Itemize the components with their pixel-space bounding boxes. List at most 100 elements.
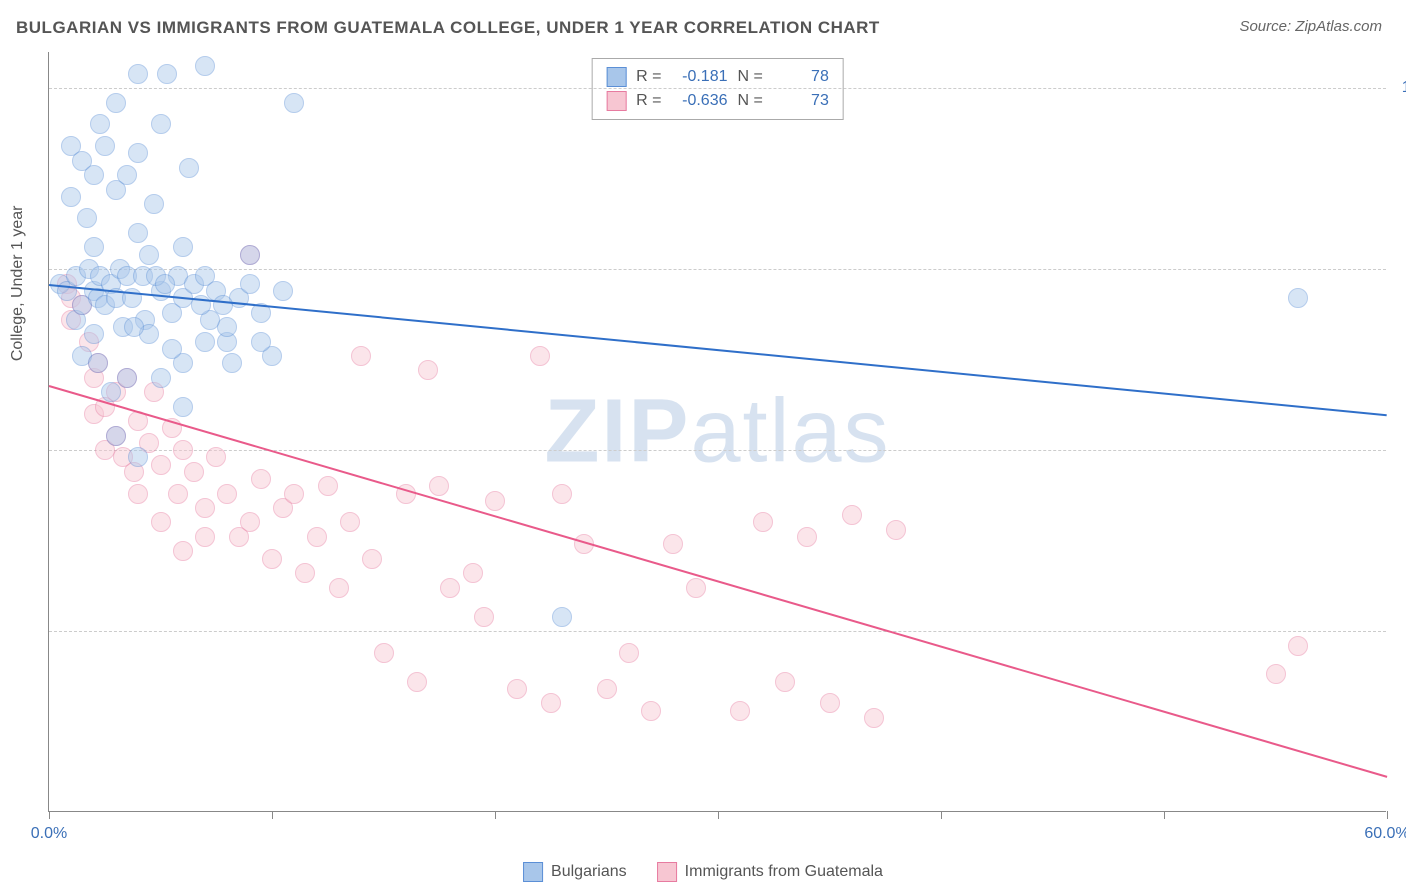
data-point bbox=[151, 368, 171, 388]
data-point bbox=[139, 245, 159, 265]
data-point bbox=[95, 136, 115, 156]
data-point bbox=[84, 237, 104, 257]
y-axis-label: College, Under 1 year bbox=[9, 206, 27, 362]
data-point bbox=[1266, 664, 1286, 684]
data-point bbox=[222, 353, 242, 373]
swatch-series-b bbox=[657, 862, 677, 882]
r-label: R = bbox=[636, 89, 661, 113]
data-point bbox=[351, 346, 371, 366]
swatch-series-a bbox=[606, 67, 626, 87]
data-point bbox=[240, 245, 260, 265]
series-legend: Bulgarians Immigrants from Guatemala bbox=[523, 862, 883, 882]
data-point bbox=[552, 607, 572, 627]
data-point bbox=[474, 607, 494, 627]
n-label: N = bbox=[738, 65, 763, 89]
data-point bbox=[886, 520, 906, 540]
source-attribution: Source: ZipAtlas.com bbox=[1239, 18, 1382, 35]
data-point bbox=[307, 527, 327, 547]
gridline bbox=[49, 631, 1386, 632]
x-tick bbox=[49, 811, 50, 819]
data-point bbox=[797, 527, 817, 547]
data-point bbox=[418, 360, 438, 380]
legend-row: R = -0.181 N = 78 bbox=[606, 65, 829, 89]
data-point bbox=[195, 56, 215, 76]
data-point bbox=[284, 484, 304, 504]
n-value: 73 bbox=[773, 89, 829, 113]
data-point bbox=[251, 469, 271, 489]
data-point bbox=[641, 701, 661, 721]
data-point bbox=[195, 332, 215, 352]
x-tick bbox=[272, 811, 273, 819]
data-point bbox=[217, 484, 237, 504]
y-tick-label: 50.0% bbox=[1396, 441, 1406, 459]
legend-row: R = -0.636 N = 73 bbox=[606, 89, 829, 113]
data-point bbox=[84, 324, 104, 344]
x-tick-label: 0.0% bbox=[31, 825, 67, 843]
data-point bbox=[251, 332, 271, 352]
data-point bbox=[61, 187, 81, 207]
x-tick bbox=[495, 811, 496, 819]
data-point bbox=[173, 397, 193, 417]
data-point bbox=[820, 693, 840, 713]
data-point bbox=[157, 64, 177, 84]
data-point bbox=[128, 223, 148, 243]
data-point bbox=[195, 527, 215, 547]
data-point bbox=[101, 382, 121, 402]
data-point bbox=[530, 346, 550, 366]
data-point bbox=[440, 578, 460, 598]
legend-item: Immigrants from Guatemala bbox=[657, 862, 883, 882]
data-point bbox=[284, 93, 304, 113]
data-point bbox=[117, 165, 137, 185]
legend-label: Bulgarians bbox=[551, 863, 627, 881]
data-point bbox=[179, 158, 199, 178]
scatter-correlation-chart: BULGARIAN VS IMMIGRANTS FROM GUATEMALA C… bbox=[0, 0, 1406, 892]
x-tick bbox=[1387, 811, 1388, 819]
data-point bbox=[374, 643, 394, 663]
data-point bbox=[151, 512, 171, 532]
x-tick bbox=[718, 811, 719, 819]
x-tick bbox=[941, 811, 942, 819]
data-point bbox=[541, 693, 561, 713]
data-point bbox=[106, 93, 126, 113]
data-point bbox=[619, 643, 639, 663]
data-point bbox=[155, 274, 175, 294]
r-value: -0.181 bbox=[672, 65, 728, 89]
data-point bbox=[273, 281, 293, 301]
gridline bbox=[49, 88, 1386, 89]
data-point bbox=[128, 447, 148, 467]
data-point bbox=[329, 578, 349, 598]
trend-line bbox=[49, 385, 1388, 778]
data-point bbox=[1288, 636, 1308, 656]
r-label: R = bbox=[636, 65, 661, 89]
data-point bbox=[240, 512, 260, 532]
data-point bbox=[597, 679, 617, 699]
data-point bbox=[184, 462, 204, 482]
data-point bbox=[775, 672, 795, 692]
watermark-thin: atlas bbox=[690, 381, 890, 481]
data-point bbox=[151, 114, 171, 134]
n-label: N = bbox=[738, 89, 763, 113]
data-point bbox=[753, 512, 773, 532]
data-point bbox=[117, 368, 137, 388]
r-value: -0.636 bbox=[672, 89, 728, 113]
data-point bbox=[128, 484, 148, 504]
swatch-series-a bbox=[523, 862, 543, 882]
y-tick-label: 25.0% bbox=[1396, 622, 1406, 640]
n-value: 78 bbox=[773, 65, 829, 89]
data-point bbox=[144, 194, 164, 214]
chart-title: BULGARIAN VS IMMIGRANTS FROM GUATEMALA C… bbox=[16, 18, 880, 38]
data-point bbox=[173, 541, 193, 561]
swatch-series-b bbox=[606, 91, 626, 111]
data-point bbox=[340, 512, 360, 532]
data-point bbox=[77, 208, 97, 228]
data-point bbox=[162, 339, 182, 359]
legend-item: Bulgarians bbox=[523, 862, 627, 882]
plot-area: ZIPatlas R = -0.181 N = 78 R = -0.636 N … bbox=[48, 52, 1386, 812]
data-point bbox=[106, 426, 126, 446]
data-point bbox=[262, 549, 282, 569]
y-tick-label: 75.0% bbox=[1396, 260, 1406, 278]
data-point bbox=[124, 317, 144, 337]
data-point bbox=[686, 578, 706, 598]
x-tick bbox=[1164, 811, 1165, 819]
data-point bbox=[151, 455, 171, 475]
